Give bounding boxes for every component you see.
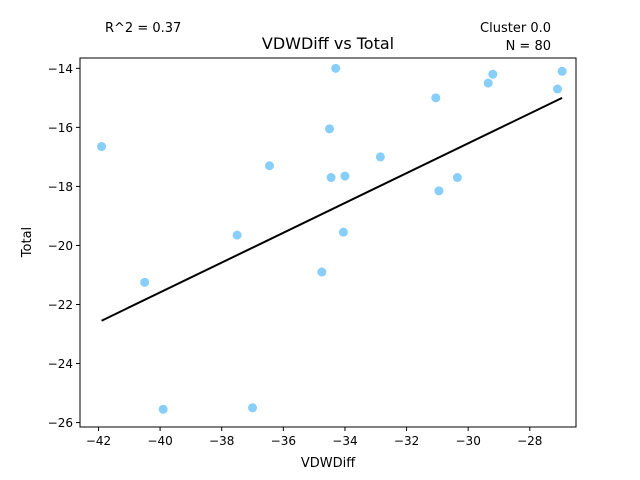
data-point xyxy=(140,277,150,287)
x-tick-label: −32 xyxy=(394,434,419,448)
data-point xyxy=(375,152,385,162)
axes-frame xyxy=(79,57,577,428)
x-tick-label: −30 xyxy=(456,434,481,448)
x-tick-label: −40 xyxy=(147,434,172,448)
n-annotation: N = 80 xyxy=(506,39,551,54)
axis-ticks: −42 −40 −38 −36 −34 −32 −30 −28 −26 −24 −22 −20 −18 −… xyxy=(48,62,543,448)
y-tick-label: −24 xyxy=(48,357,73,371)
data-point xyxy=(488,69,498,79)
data-point xyxy=(248,403,258,413)
cluster-annotation: Cluster 0.0 xyxy=(480,21,551,36)
y-tick-label: −20 xyxy=(48,239,73,253)
y-tick-label: −16 xyxy=(48,121,73,135)
plot-area xyxy=(97,63,567,414)
y-tick-label: −26 xyxy=(48,416,73,430)
data-point xyxy=(232,230,242,240)
data-point xyxy=(325,124,335,134)
data-point xyxy=(483,78,493,88)
regression-line xyxy=(101,96,563,322)
chart-title: VDWDiff vs Total xyxy=(262,34,394,53)
r-squared-annotation: R^2 = 0.37 xyxy=(105,21,181,36)
x-axis-label: VDWDiff xyxy=(301,456,356,471)
data-point xyxy=(158,404,168,414)
data-point xyxy=(317,267,327,277)
x-tick-label: −28 xyxy=(517,434,542,448)
data-point xyxy=(452,173,462,183)
x-tick-label: −36 xyxy=(271,434,296,448)
data-point xyxy=(338,227,348,237)
data-point xyxy=(340,171,350,181)
y-tick-label: −22 xyxy=(48,298,73,312)
y-tick-label: −14 xyxy=(48,62,73,76)
data-point xyxy=(434,186,444,196)
data-point xyxy=(557,66,567,76)
x-tick-label: −38 xyxy=(209,434,234,448)
data-point xyxy=(431,93,441,103)
x-tick-label: −34 xyxy=(332,434,357,448)
data-point xyxy=(97,142,107,152)
data-point xyxy=(326,173,336,183)
y-axis-label: Total xyxy=(20,227,35,258)
y-tick-label: −18 xyxy=(48,180,73,194)
x-tick-label: −42 xyxy=(86,434,111,448)
data-point xyxy=(264,161,274,171)
data-point xyxy=(331,63,341,73)
data-point xyxy=(553,84,563,94)
